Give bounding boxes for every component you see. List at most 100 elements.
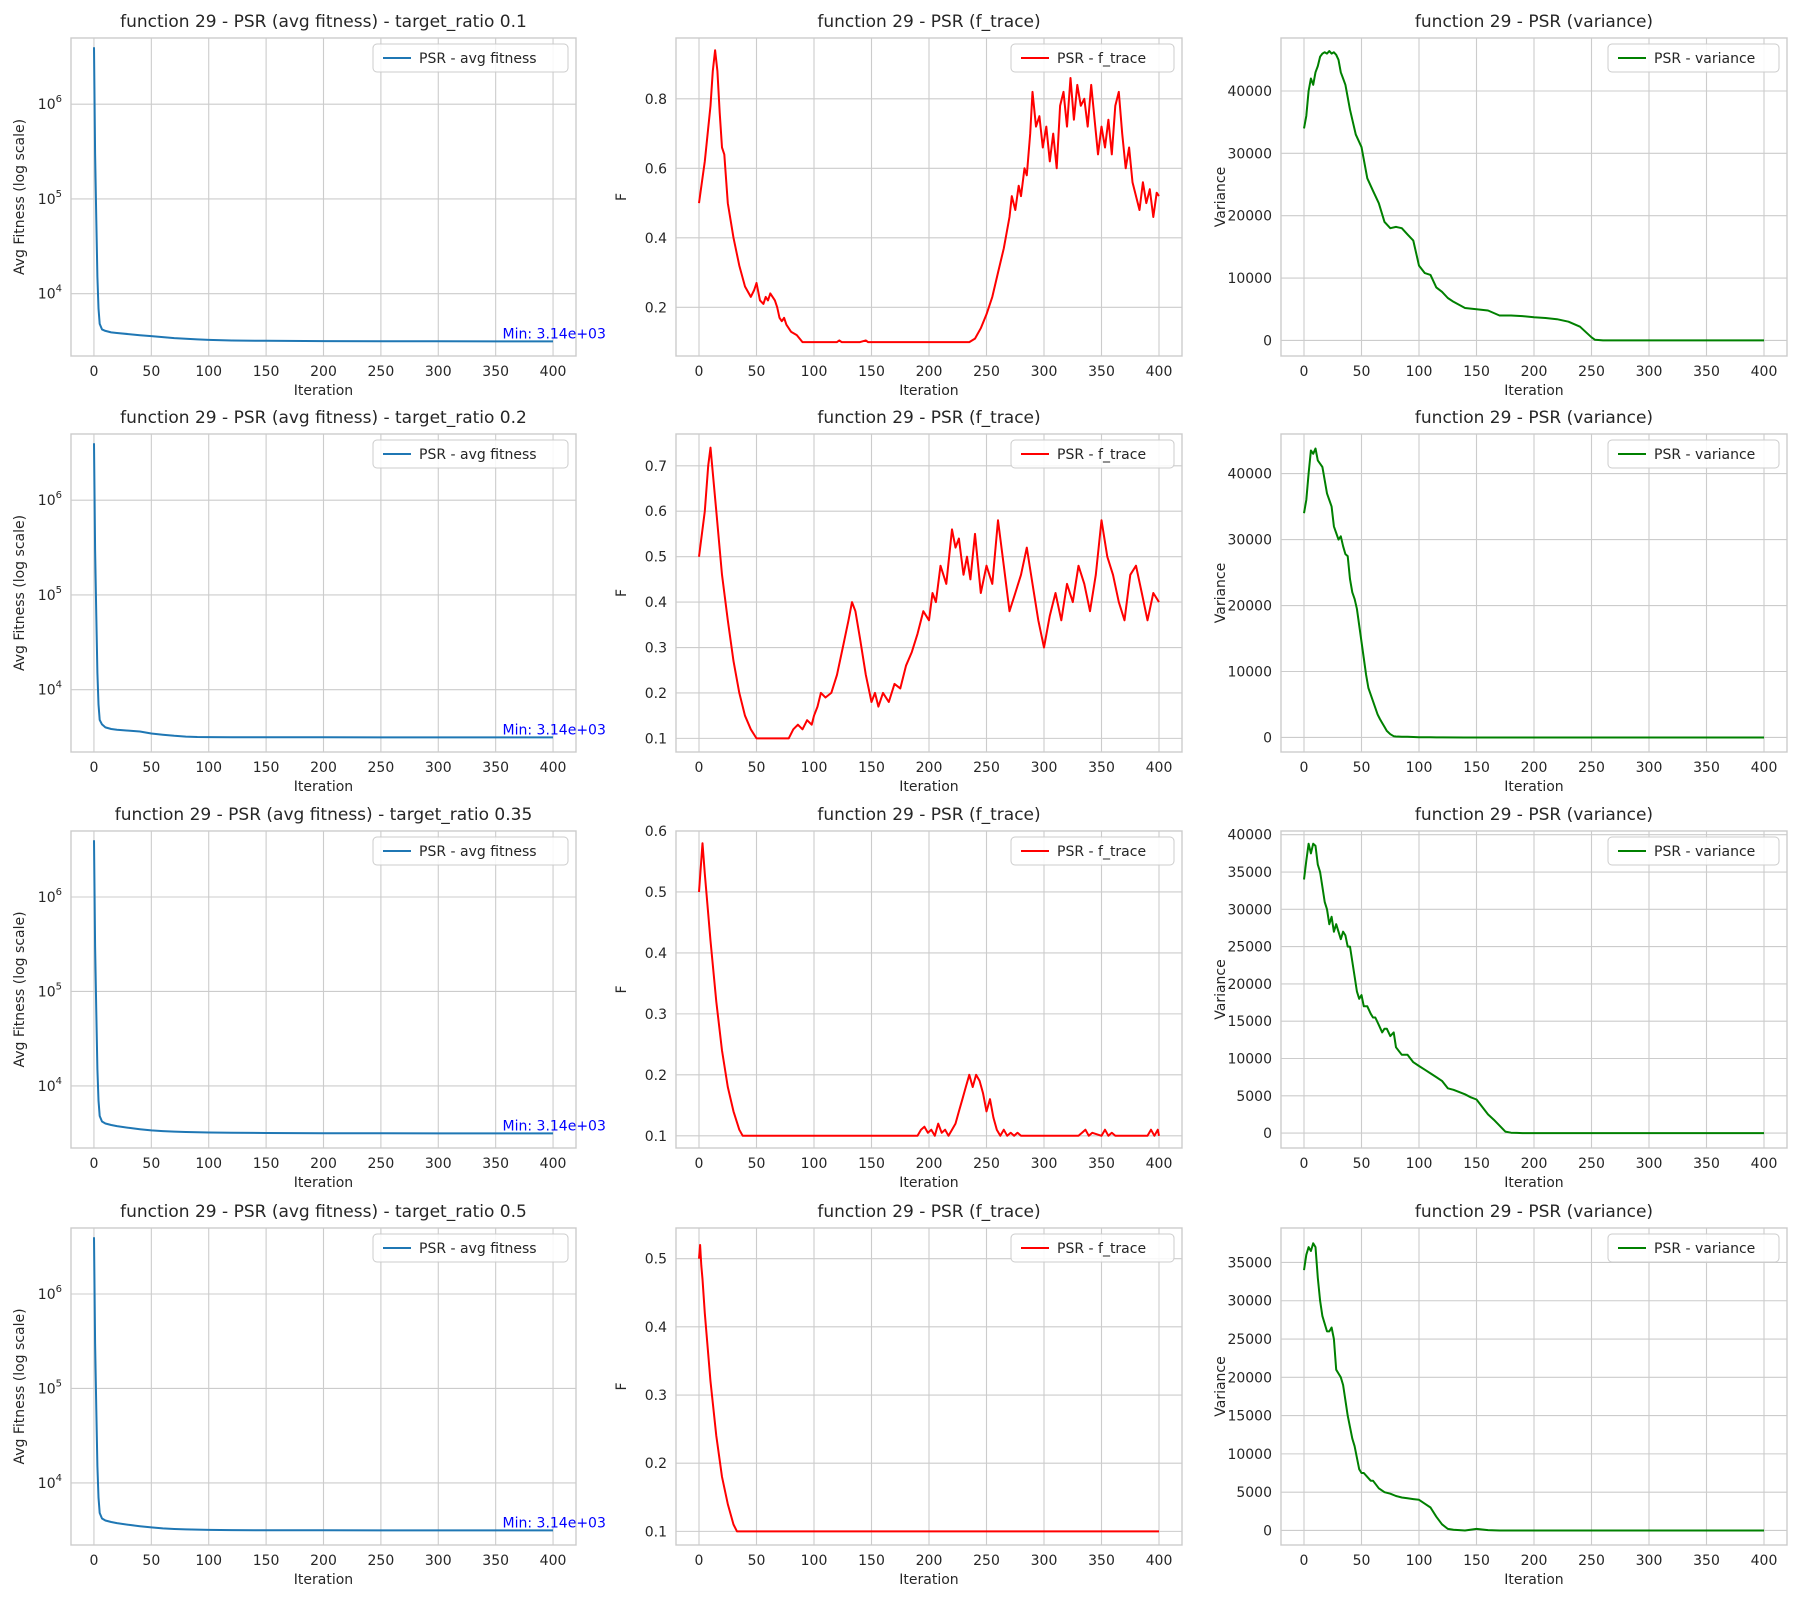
x-tick-label: 250 xyxy=(368,1553,395,1569)
legend-box xyxy=(1010,439,1175,469)
x-tick-label: 100 xyxy=(195,760,222,776)
x-tick-label: 100 xyxy=(801,364,828,380)
y-tick-label: 0 xyxy=(1263,333,1272,349)
x-tick-label: 350 xyxy=(482,1156,509,1172)
y-axis-label: Variance xyxy=(1213,563,1229,623)
y-axis-label: F xyxy=(614,1382,630,1390)
x-tick-label: 100 xyxy=(801,1553,828,1569)
chart-row3-col3: 0 5000 10000 15000 20000 25000 30000 35000 40000… xyxy=(1213,805,1788,1191)
y-tick-label: 0.7 xyxy=(645,459,667,475)
x-tick-label: 150 xyxy=(1463,760,1490,776)
series-line xyxy=(698,446,1160,740)
y-tick-label: 0.1 xyxy=(645,1129,667,1145)
y-tick-label: 20000 xyxy=(1227,1370,1272,1386)
x-axis-label: Iteration xyxy=(294,1175,353,1191)
x-tick-label: 0 xyxy=(1300,1553,1309,1569)
x-tick-label: 300 xyxy=(1636,1156,1663,1172)
legend-box xyxy=(1010,836,1175,866)
x-tick-label: 0 xyxy=(89,364,98,380)
x-tick-label: 200 xyxy=(310,760,337,776)
series-line xyxy=(698,842,1160,1137)
x-tick-label: 400 xyxy=(1146,1553,1173,1569)
y-tick-label: 0.6 xyxy=(645,824,667,840)
x-tick-label: 300 xyxy=(425,760,452,776)
x-tick-label: 150 xyxy=(1463,1156,1490,1172)
legend-label: PSR - f_trace xyxy=(1057,51,1146,67)
x-tick-label: 350 xyxy=(482,760,509,776)
axes-frame xyxy=(675,433,1183,753)
x-tick-label: 300 xyxy=(425,364,452,380)
legend-label: PSR - f_trace xyxy=(1057,447,1146,463)
chart-title: function 29 - PSR (f_trace) xyxy=(817,408,1040,428)
y-axis-label: Variance xyxy=(1213,167,1229,227)
chart-title: function 29 - PSR (avg fitness) - target… xyxy=(120,12,527,32)
y-tick-label: 10000 xyxy=(1227,271,1272,287)
x-axis-label: Iteration xyxy=(294,383,353,399)
chart-row3-col2: 0.1 0.2 0.3 0.4 0.5 0.6 0 50 100 150 200 250 300 350 4… xyxy=(614,805,1183,1191)
x-tick-label: 0 xyxy=(695,1156,704,1172)
x-tick-label: 150 xyxy=(253,1553,280,1569)
legend-box xyxy=(1010,43,1175,73)
y-tick-label: 30000 xyxy=(1227,533,1272,549)
y-tick-label: 0.4 xyxy=(645,595,667,611)
x-tick-label: 350 xyxy=(1088,1553,1115,1569)
y-tick-label: 40000 xyxy=(1227,828,1272,844)
y-tick-label: 0.8 xyxy=(645,92,667,108)
x-tick-label: 50 xyxy=(748,364,766,380)
y-axis-label: F xyxy=(614,985,630,993)
y-tick-label: 104 xyxy=(38,680,62,699)
y-tick-label: 25000 xyxy=(1227,1332,1272,1348)
chart-title: function 29 - PSR (f_trace) xyxy=(817,805,1040,825)
series-line xyxy=(93,443,553,739)
y-tick-label: 35000 xyxy=(1227,1255,1272,1271)
y-tick-label: 25000 xyxy=(1227,940,1272,956)
y-tick-label: 105 xyxy=(38,981,62,1000)
y-tick-label: 105 xyxy=(38,1378,62,1397)
series-line xyxy=(1303,842,1764,1135)
min-annotation: Min: 3.14e+03 xyxy=(503,1118,606,1134)
x-tick-label: 400 xyxy=(540,760,567,776)
y-tick-label: 0.3 xyxy=(645,641,667,657)
y-tick-label: 40000 xyxy=(1227,84,1272,100)
x-tick-label: 350 xyxy=(1693,364,1720,380)
y-tick-label: 0.4 xyxy=(645,946,667,962)
legend-label: PSR - f_trace xyxy=(1057,1241,1146,1257)
x-tick-label: 200 xyxy=(310,1553,337,1569)
x-tick-label: 0 xyxy=(695,1553,704,1569)
y-tick-label: 30000 xyxy=(1227,902,1272,918)
x-axis-label: Iteration xyxy=(899,1572,958,1588)
x-tick-label: 400 xyxy=(540,1553,567,1569)
x-tick-label: 300 xyxy=(1031,760,1058,776)
x-tick-label: 100 xyxy=(801,1156,828,1172)
chart-title: function 29 - PSR (variance) xyxy=(1415,1202,1653,1222)
x-tick-label: 150 xyxy=(858,760,885,776)
y-tick-label: 30000 xyxy=(1227,1294,1272,1310)
y-tick-label: 106 xyxy=(38,94,62,113)
y-axis-label: Variance xyxy=(1213,1356,1229,1416)
x-tick-label: 350 xyxy=(482,364,509,380)
legend-label: PSR - avg fitness xyxy=(419,844,537,860)
legend-label: PSR - variance xyxy=(1654,844,1755,860)
x-tick-label: 250 xyxy=(1578,1156,1605,1172)
x-tick-label: 200 xyxy=(916,760,943,776)
min-annotation: Min: 3.14e+03 xyxy=(503,326,606,342)
x-tick-label: 400 xyxy=(1751,1553,1778,1569)
x-axis-label: Iteration xyxy=(899,383,958,399)
x-tick-label: 200 xyxy=(1521,760,1548,776)
chart-title: function 29 - PSR (variance) xyxy=(1415,12,1653,32)
legend-label: PSR - f_trace xyxy=(1057,844,1146,860)
y-tick-label: 106 xyxy=(38,490,62,509)
y-axis-label: Avg Fitness (log scale) xyxy=(12,515,28,671)
x-tick-label: 100 xyxy=(1406,760,1433,776)
x-tick-label: 250 xyxy=(973,1156,1000,1172)
x-tick-label: 0 xyxy=(89,1553,98,1569)
y-tick-label: 15000 xyxy=(1227,1014,1272,1030)
x-tick-label: 350 xyxy=(1088,364,1115,380)
x-axis-label: Iteration xyxy=(1504,383,1563,399)
x-tick-label: 100 xyxy=(195,1553,222,1569)
x-tick-label: 300 xyxy=(1031,1553,1058,1569)
y-tick-label: 0.2 xyxy=(645,1456,667,1472)
x-tick-label: 350 xyxy=(1693,760,1720,776)
x-tick-label: 50 xyxy=(142,760,160,776)
chart-row2-col3: 0 10000 20000 30000 40000 0 50 100 150 200 250 300 3… xyxy=(1213,408,1788,795)
